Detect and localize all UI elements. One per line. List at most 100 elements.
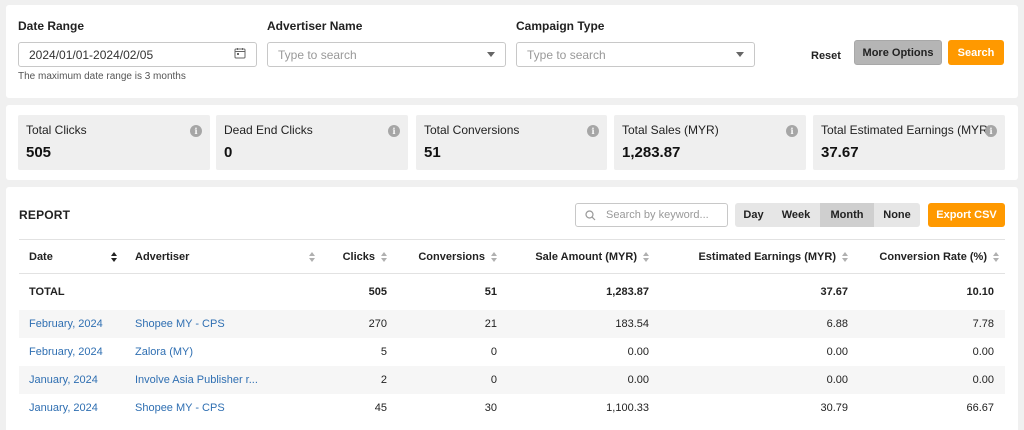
column-label: Conversions [418,250,485,263]
sort-icon [491,251,497,262]
table-total-row: TOTAL 505 51 1,283.87 37.67 10.10 [19,274,1005,310]
granularity-none[interactable]: None [874,203,920,227]
stat-card-total-conversions: Total Conversions 51 i [416,115,607,170]
total-conversion-rate: 10.10 [966,286,994,298]
advertiser-name-select[interactable]: Type to search [267,42,506,67]
row-advertiser-link[interactable]: Involve Asia Publisher r... [135,374,258,386]
granularity-day[interactable]: Day [735,203,772,227]
column-header-conversions[interactable]: Conversions [389,240,497,273]
stat-card-total-clicks: Total Clicks 505 i [18,115,210,170]
column-header-advertiser[interactable]: Advertiser [135,240,315,273]
stat-label: Total Conversions [424,123,520,137]
stats-panel: Total Clicks 505 i Dead End Clicks 0 i T… [6,105,1018,180]
row-advertiser-link[interactable]: Shopee MY - CPS [135,402,225,414]
stat-value: 37.67 [821,144,859,161]
row-conversion-rate: 0.00 [972,346,994,358]
search-button[interactable]: Search [948,40,1004,65]
table-row: January, 2024 Shopee MY - CPS 45 30 1,10… [19,394,1005,422]
row-clicks: 270 [368,318,387,330]
column-label: Conversion Rate (%) [879,250,987,263]
row-date-link[interactable]: February, 2024 [29,346,103,358]
date-range-hint: The maximum date range is 3 months [18,71,186,82]
row-conversions: 0 [490,346,497,358]
keyword-search-input[interactable]: Search by keyword... [575,203,728,227]
info-icon[interactable]: i [190,125,202,137]
row-earnings: 0.00 [826,374,848,386]
stat-value: 505 [26,144,52,161]
total-label: TOTAL [29,286,65,298]
advertiser-placeholder: Type to search [278,47,357,62]
export-csv-button[interactable]: Export CSV [928,203,1005,227]
table-row: February, 2024 Zalora (MY) 5 0 0.00 0.00… [19,338,1005,366]
column-header-estimated-earnings[interactable]: Estimated Earnings (MYR) [649,240,848,273]
granularity-week[interactable]: Week [772,203,820,227]
column-header-clicks[interactable]: Clicks [309,240,387,273]
stat-card-total-sales: Total Sales (MYR) 1,283.87 i [614,115,806,170]
column-header-sale-amount[interactable]: Sale Amount (MYR) [499,240,649,273]
campaign-type-label: Campaign Type [516,19,605,33]
column-label: Clicks [342,250,375,263]
report-table: Date Advertiser Clicks Conversions Sale … [19,239,1005,422]
stat-card-dead-end-clicks: Dead End Clicks 0 i [216,115,408,170]
row-advertiser-link[interactable]: Zalora (MY) [135,346,194,358]
filter-panel: Date Range 2024/01/01-2024/02/05 The max… [6,5,1018,98]
row-date-link[interactable]: February, 2024 [29,318,103,330]
table-row: January, 2024 Involve Asia Publisher r..… [19,366,1005,394]
row-sale-amount: 183.54 [615,318,649,330]
chevron-down-icon[interactable] [736,52,744,57]
column-label: Sale Amount (MYR) [535,250,637,263]
campaign-placeholder: Type to search [527,47,606,62]
row-clicks: 2 [380,374,387,386]
date-range-value: 2024/01/01-2024/02/05 [29,47,154,62]
column-header-date[interactable]: Date [29,240,119,273]
advertiser-name-label: Advertiser Name [267,19,363,33]
info-icon[interactable]: i [388,125,400,137]
column-header-conversion-rate[interactable]: Conversion Rate (%) [849,240,999,273]
info-icon[interactable]: i [786,125,798,137]
row-advertiser-link[interactable]: Shopee MY - CPS [135,318,225,330]
row-sale-amount: 0.00 [627,346,649,358]
keyword-search-placeholder: Search by keyword... [606,209,709,221]
campaign-type-select[interactable]: Type to search [516,42,755,67]
more-options-button[interactable]: More Options [854,40,942,65]
stat-label: Total Sales (MYR) [622,123,719,137]
total-conversions: 51 [484,286,497,298]
row-conversion-rate: 0.00 [972,374,994,386]
stat-value: 51 [424,144,441,161]
stat-card-total-estimated-earnings: Total Estimated Earnings (MYR) 37.67 i [813,115,1005,170]
table-header: Date Advertiser Clicks Conversions Sale … [19,239,1005,274]
stat-label: Dead End Clicks [224,123,313,137]
stat-label: Total Clicks [26,123,87,137]
info-icon[interactable]: i [985,125,997,137]
reset-button[interactable]: Reset [811,50,841,62]
row-conversions: 0 [490,374,497,386]
column-label: Estimated Earnings (MYR) [698,250,836,263]
row-sale-amount: 1,100.33 [606,402,649,414]
report-panel: REPORT Search by keyword... Day Week Mon… [6,187,1018,430]
row-clicks: 45 [374,402,387,414]
date-range-label: Date Range [18,19,85,33]
stat-value: 1,283.87 [622,144,681,161]
total-sale-amount: 1,283.87 [606,286,649,298]
calendar-icon[interactable] [234,47,246,62]
row-earnings: 30.79 [820,402,848,414]
info-icon[interactable]: i [587,125,599,137]
chevron-down-icon[interactable] [487,52,495,57]
row-conversions: 30 [484,402,497,414]
row-clicks: 5 [380,346,387,358]
sort-advertiser-icon[interactable] [303,240,315,273]
sort-date-icon[interactable] [105,240,117,273]
total-clicks: 505 [368,286,387,298]
granularity-month[interactable]: Month [820,203,874,227]
sort-icon [842,251,848,262]
column-label: Date [29,250,53,263]
stat-label: Total Estimated Earnings (MYR) [821,123,992,137]
stat-value: 0 [224,144,233,161]
date-range-input[interactable]: 2024/01/01-2024/02/05 [18,42,257,67]
table-row: February, 2024 Shopee MY - CPS 270 21 18… [19,310,1005,338]
row-date-link[interactable]: January, 2024 [29,374,98,386]
search-icon [585,209,596,220]
row-date-link[interactable]: January, 2024 [29,402,98,414]
sort-icon [643,251,649,262]
total-earnings: 37.67 [820,286,848,298]
